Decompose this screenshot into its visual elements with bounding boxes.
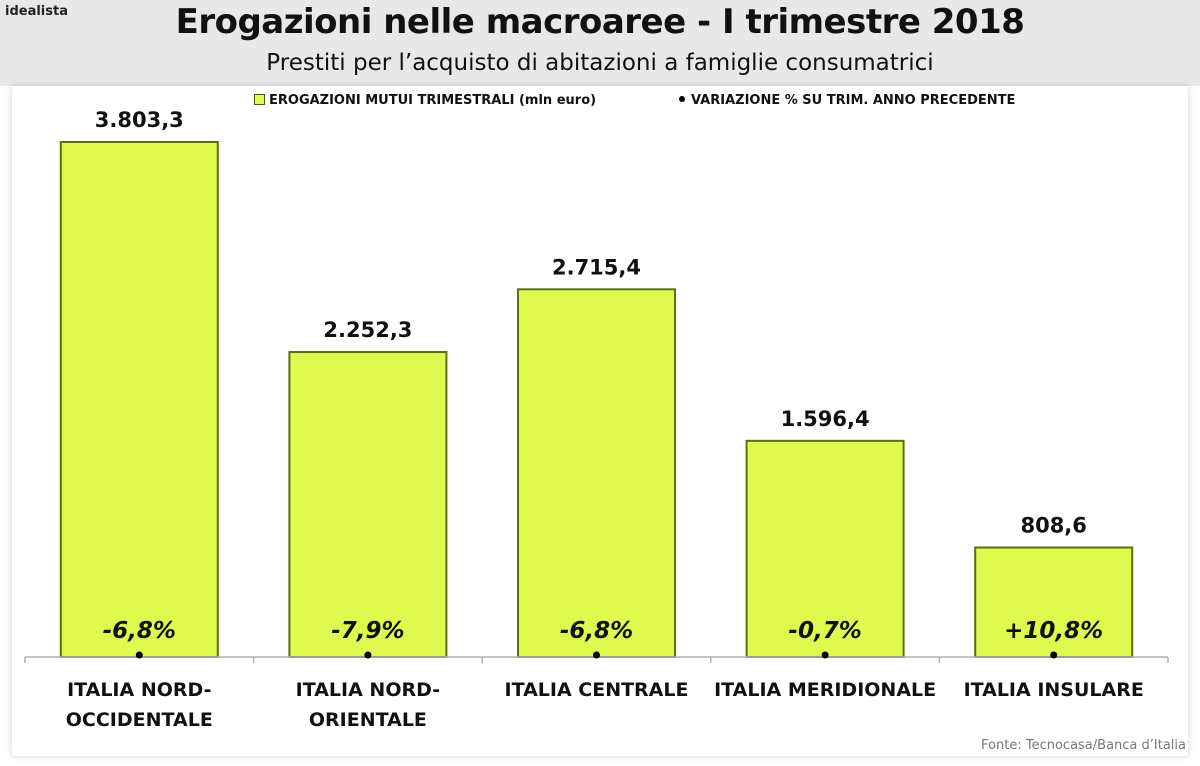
- x-tick-label: ITALIA CENTRALE: [505, 679, 689, 701]
- variation-point: [593, 651, 600, 659]
- bar: [288, 351, 448, 658]
- chart-header: idealista Erogazioni nelle macroaree - I…: [0, 0, 1200, 86]
- legend-dot-variazione: [679, 96, 685, 102]
- bar: [59, 141, 219, 658]
- chart-subtitle: Prestiti per l’acquisto di abitazioni a …: [266, 50, 934, 76]
- bar-value-label: 808,6: [1020, 514, 1086, 538]
- x-tick-label: ITALIA MERIDIONALE: [714, 679, 936, 701]
- chart-title: Erogazioni nelle macroaree - I trimestre…: [175, 2, 1025, 42]
- variation-point: [821, 651, 829, 659]
- legend-swatch-bar: [254, 94, 265, 105]
- variation-label: +10,8%: [1004, 618, 1103, 644]
- legend-item-erogazioni: EROGAZIONI MUTUI TRIMESTRALI (mln euro): [254, 93, 596, 113]
- x-tick-label: ITALIA NORD-: [67, 679, 211, 701]
- bar-value-label: 3.803,3: [95, 108, 184, 132]
- bar-value-label: 2.715,4: [552, 255, 641, 279]
- bar: [517, 288, 676, 658]
- x-tick-label: ORIENTALE: [309, 709, 427, 731]
- variation-label: -6,8%: [560, 618, 633, 644]
- bar: [745, 439, 905, 659]
- x-tick-label: OCCIDENTALE: [66, 709, 213, 731]
- legend-item-variazione: VARIAZIONE % SU TRIM. ANNO PRECEDENTE: [679, 93, 1015, 113]
- x-tick-label: ITALIA INSULARE: [964, 679, 1144, 701]
- source-note: Fonte: Tecnocasa/Banca d’Italia: [981, 738, 1186, 753]
- brand-logo: idealista: [5, 4, 68, 19]
- variation-point: [1050, 651, 1058, 659]
- bar: [974, 546, 1134, 658]
- bar-value-label: 2.252,3: [323, 318, 412, 342]
- variation-point: [364, 651, 372, 659]
- variation-label: -6,8%: [103, 618, 176, 644]
- x-tick-label: ITALIA NORD-: [296, 679, 440, 701]
- variation-label: -0,7%: [788, 618, 861, 644]
- bar-value-label: 1.596,4: [781, 407, 870, 431]
- variation-label: -7,9%: [331, 618, 404, 644]
- legend-label-erogazioni: EROGAZIONI MUTUI TRIMESTRALI (mln euro): [269, 93, 597, 108]
- legend-label-variazione: VARIAZIONE % SU TRIM. ANNO PRECEDENTE: [691, 93, 1016, 108]
- variation-point: [135, 651, 143, 659]
